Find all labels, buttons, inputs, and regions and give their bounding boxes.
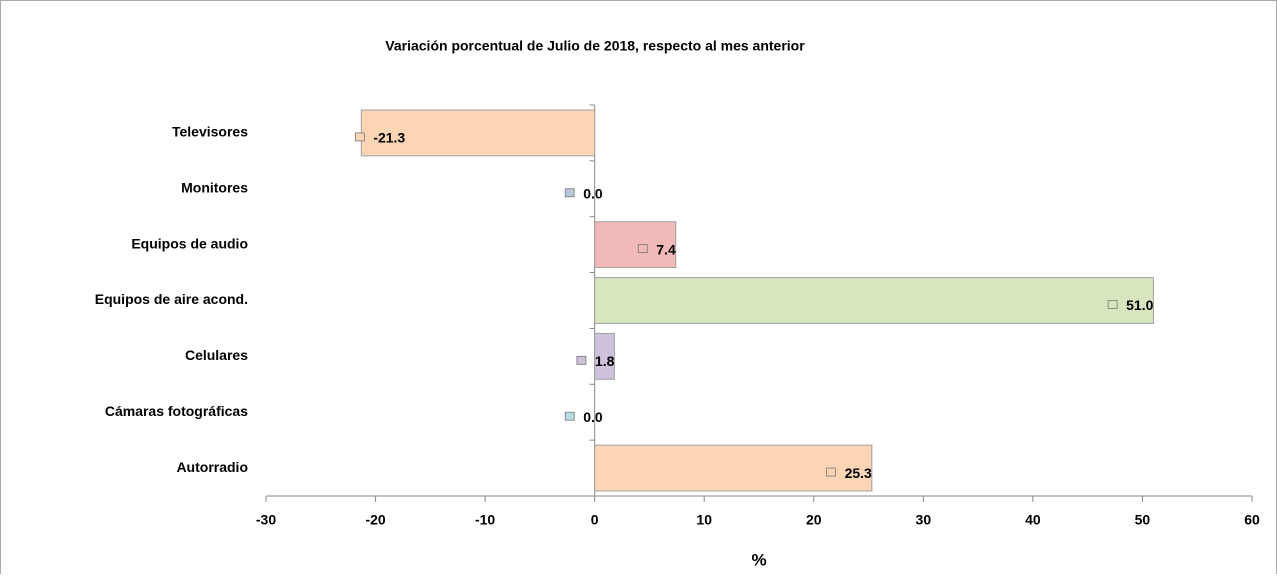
label-marker	[564, 188, 575, 198]
x-tick-label: -10	[475, 512, 495, 528]
x-tick-label: -20	[365, 512, 385, 528]
value-label: 7.4	[656, 241, 676, 257]
x-tick-label: 10	[696, 512, 712, 528]
y-tick-label: Equipos de audio	[131, 235, 248, 251]
value-label: 25.3	[845, 465, 872, 481]
y-tick-label: Cámaras fotográficas	[105, 403, 248, 419]
x-tick-label: 40	[1025, 512, 1041, 528]
bar	[594, 221, 677, 269]
bar	[594, 332, 615, 380]
label-marker	[354, 132, 365, 142]
value-label: 0.0	[583, 185, 603, 201]
x-tick-label: 60	[1244, 512, 1260, 528]
y-tick-label: Equipos de aire acond.	[95, 291, 248, 307]
bar	[594, 277, 1154, 324]
chart-title: Variación porcentual de Julio de 2018, r…	[385, 38, 805, 54]
x-tick-label: 30	[916, 512, 932, 528]
x-tick-label: 20	[806, 512, 822, 528]
y-tick-label: Televisores	[172, 124, 248, 140]
y-tick-label: Monitores	[181, 179, 248, 195]
value-label: -21.3	[373, 130, 405, 146]
x-tick-label: -30	[256, 512, 276, 528]
value-label: 0.0	[583, 409, 603, 425]
x-axis-label: %	[751, 550, 766, 569]
label-marker	[637, 244, 648, 254]
value-label: 51.0	[1126, 297, 1153, 313]
bar	[360, 109, 596, 157]
label-marker	[576, 355, 587, 365]
label-marker	[564, 411, 575, 421]
label-marker	[826, 467, 836, 477]
y-tick-label: Celulares	[185, 347, 248, 363]
bar	[594, 444, 873, 492]
value-label: 1.8	[595, 353, 615, 369]
y-tick-label: Autorradio	[176, 459, 248, 475]
x-tick-label: 0	[591, 512, 599, 528]
label-marker	[1107, 300, 1118, 309]
x-tick-label: 50	[1135, 512, 1151, 528]
